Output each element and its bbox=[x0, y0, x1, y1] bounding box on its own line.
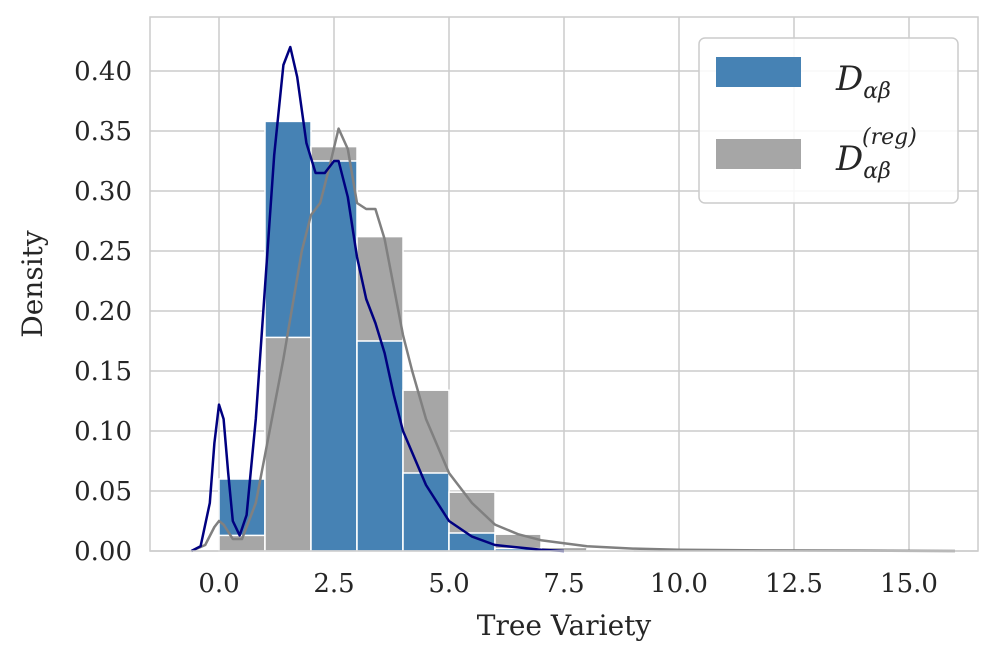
kde-curve-series-1 bbox=[190, 45, 565, 553]
x-tick-label: 15.0 bbox=[880, 569, 938, 599]
legend: Dαβ Dαβ(reg) bbox=[698, 37, 959, 204]
plot-frame bbox=[149, 16, 979, 552]
y-tick-label: 0.25 bbox=[74, 237, 132, 267]
x-tick-label: 10.0 bbox=[650, 569, 708, 599]
x-tick-label: 7.5 bbox=[543, 569, 584, 599]
legend-swatch-series-1 bbox=[716, 57, 801, 87]
y-tick-label: 0.35 bbox=[74, 117, 132, 147]
y-tick-label: 0.15 bbox=[74, 357, 132, 387]
y-tick-label: 0.05 bbox=[74, 477, 132, 507]
y-axis-ticks: 0.00 0.05 0.10 0.15 0.20 0.25 0.30 0.35 0.40 bbox=[74, 57, 132, 567]
legend-label-series-1: Dαβ bbox=[835, 59, 891, 104]
x-axis-label: Tree Variety bbox=[477, 609, 652, 642]
y-tick-label: 0.40 bbox=[74, 57, 132, 87]
bar-series-1 bbox=[310, 160, 358, 552]
y-tick-label: 0.20 bbox=[74, 297, 132, 327]
kde-curves bbox=[190, 45, 956, 553]
x-tick-label: 2.5 bbox=[313, 569, 354, 599]
x-tick-label: 0.0 bbox=[198, 569, 239, 599]
y-tick-label: 0.10 bbox=[74, 417, 132, 447]
x-tick-label: 12.5 bbox=[765, 569, 823, 599]
legend-swatch-series-2 bbox=[716, 139, 801, 169]
x-tick-label: 5.0 bbox=[428, 569, 469, 599]
y-tick-label: 0.00 bbox=[74, 537, 132, 567]
legend-label-series-2: Dαβ(reg) bbox=[835, 125, 917, 184]
y-tick-label: 0.30 bbox=[74, 177, 132, 207]
bar-series-2 bbox=[264, 336, 312, 552]
bar-series-1 bbox=[356, 340, 404, 552]
x-axis-ticks: 0.0 2.5 5.0 7.5 10.0 12.5 15.0 bbox=[198, 569, 938, 599]
y-axis-label: Density bbox=[16, 230, 49, 338]
kde-curve-series-2 bbox=[190, 127, 956, 553]
